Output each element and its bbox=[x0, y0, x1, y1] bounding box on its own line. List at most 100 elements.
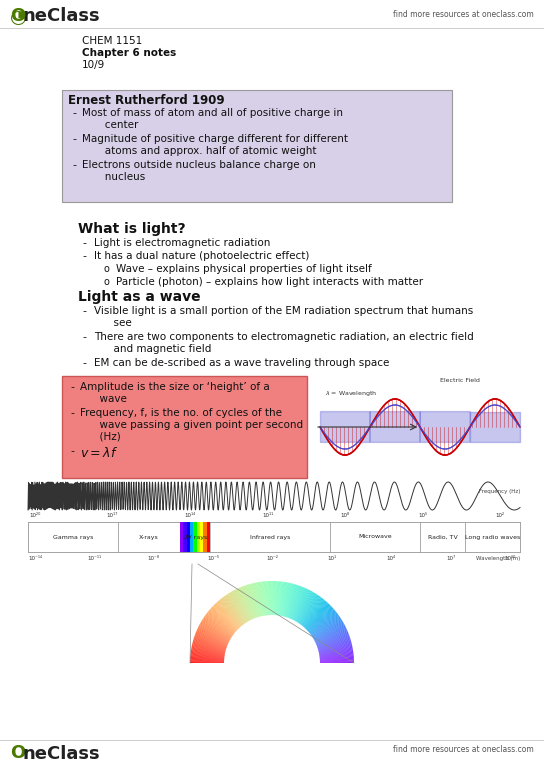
Text: Wavelength (m): Wavelength (m) bbox=[476, 556, 520, 561]
Polygon shape bbox=[288, 586, 301, 618]
Polygon shape bbox=[295, 591, 312, 621]
Text: $\lambda$ = Wavelength: $\lambda$ = Wavelength bbox=[325, 389, 377, 398]
Bar bbox=[330, 522, 420, 552]
Polygon shape bbox=[279, 582, 285, 616]
Text: Most of mass of atom and all of positive charge in
       center: Most of mass of atom and all of positive… bbox=[82, 108, 343, 129]
Polygon shape bbox=[233, 590, 250, 621]
Polygon shape bbox=[295, 591, 313, 621]
Text: Infrared rays: Infrared rays bbox=[250, 534, 290, 540]
Polygon shape bbox=[278, 581, 283, 615]
Polygon shape bbox=[242, 587, 255, 618]
Polygon shape bbox=[196, 631, 228, 644]
Polygon shape bbox=[311, 614, 338, 634]
Polygon shape bbox=[197, 630, 228, 644]
Polygon shape bbox=[311, 616, 340, 636]
Polygon shape bbox=[304, 601, 327, 628]
Polygon shape bbox=[211, 608, 237, 631]
Text: -: - bbox=[82, 306, 86, 316]
Polygon shape bbox=[242, 586, 255, 618]
Bar bbox=[62, 90, 452, 202]
Polygon shape bbox=[191, 651, 225, 657]
Polygon shape bbox=[320, 654, 354, 658]
Polygon shape bbox=[218, 601, 241, 627]
Polygon shape bbox=[263, 581, 267, 615]
Bar bbox=[118, 522, 180, 552]
Polygon shape bbox=[201, 622, 231, 639]
Polygon shape bbox=[319, 648, 353, 654]
Polygon shape bbox=[318, 642, 351, 651]
Polygon shape bbox=[273, 581, 274, 615]
Polygon shape bbox=[274, 581, 277, 615]
Polygon shape bbox=[196, 631, 228, 644]
Polygon shape bbox=[306, 605, 331, 630]
Polygon shape bbox=[240, 587, 254, 618]
Polygon shape bbox=[245, 585, 257, 618]
Polygon shape bbox=[202, 620, 231, 638]
Polygon shape bbox=[200, 624, 230, 641]
Polygon shape bbox=[305, 603, 329, 628]
Text: -: - bbox=[72, 160, 76, 170]
Text: find more resources at oneclass.com: find more resources at oneclass.com bbox=[393, 745, 534, 754]
Polygon shape bbox=[318, 638, 350, 649]
Polygon shape bbox=[275, 581, 277, 615]
Polygon shape bbox=[298, 594, 317, 623]
Polygon shape bbox=[224, 597, 244, 624]
Polygon shape bbox=[294, 591, 311, 621]
Polygon shape bbox=[285, 584, 295, 617]
Polygon shape bbox=[293, 589, 308, 620]
Polygon shape bbox=[211, 608, 237, 631]
Polygon shape bbox=[267, 581, 270, 615]
Polygon shape bbox=[303, 601, 326, 627]
Polygon shape bbox=[320, 656, 354, 659]
Polygon shape bbox=[198, 627, 229, 642]
Polygon shape bbox=[192, 645, 225, 653]
Bar bbox=[28, 522, 520, 552]
Polygon shape bbox=[280, 582, 286, 616]
Text: 10²⁰: 10²⁰ bbox=[29, 513, 41, 518]
Polygon shape bbox=[283, 584, 292, 617]
Text: -: - bbox=[72, 134, 76, 144]
Polygon shape bbox=[320, 662, 354, 663]
Text: 10⁸: 10⁸ bbox=[341, 513, 350, 518]
Polygon shape bbox=[212, 606, 237, 630]
Text: 10⁷: 10⁷ bbox=[446, 556, 455, 561]
Polygon shape bbox=[190, 656, 224, 659]
Polygon shape bbox=[316, 628, 347, 643]
Polygon shape bbox=[292, 588, 306, 619]
Text: Long radio waves: Long radio waves bbox=[465, 534, 520, 540]
Polygon shape bbox=[209, 609, 236, 632]
Bar bbox=[180, 522, 183, 552]
Text: X-rays: X-rays bbox=[139, 534, 159, 540]
Polygon shape bbox=[289, 587, 302, 618]
Polygon shape bbox=[293, 589, 309, 620]
Polygon shape bbox=[208, 611, 235, 633]
Polygon shape bbox=[310, 612, 337, 634]
Polygon shape bbox=[191, 646, 225, 654]
Text: EM can be de­scribed as a wave traveling through space: EM can be de­scribed as a wave traveling… bbox=[94, 358, 390, 368]
Polygon shape bbox=[271, 581, 272, 615]
Polygon shape bbox=[299, 595, 319, 624]
Polygon shape bbox=[193, 640, 226, 650]
Polygon shape bbox=[190, 652, 225, 657]
Polygon shape bbox=[217, 602, 240, 628]
Polygon shape bbox=[292, 589, 307, 620]
Polygon shape bbox=[224, 596, 244, 624]
Polygon shape bbox=[207, 612, 234, 634]
Polygon shape bbox=[215, 603, 239, 628]
Polygon shape bbox=[307, 606, 332, 630]
Polygon shape bbox=[190, 653, 224, 658]
Polygon shape bbox=[202, 619, 232, 638]
Text: neClass: neClass bbox=[22, 745, 100, 763]
Polygon shape bbox=[311, 614, 339, 635]
Polygon shape bbox=[320, 653, 354, 658]
Polygon shape bbox=[246, 585, 257, 618]
Polygon shape bbox=[234, 590, 250, 621]
Polygon shape bbox=[195, 635, 227, 647]
Polygon shape bbox=[193, 641, 226, 651]
Polygon shape bbox=[287, 585, 299, 618]
Polygon shape bbox=[190, 662, 224, 663]
Polygon shape bbox=[308, 608, 334, 631]
Polygon shape bbox=[318, 637, 350, 648]
Polygon shape bbox=[194, 636, 227, 648]
Polygon shape bbox=[220, 598, 242, 625]
